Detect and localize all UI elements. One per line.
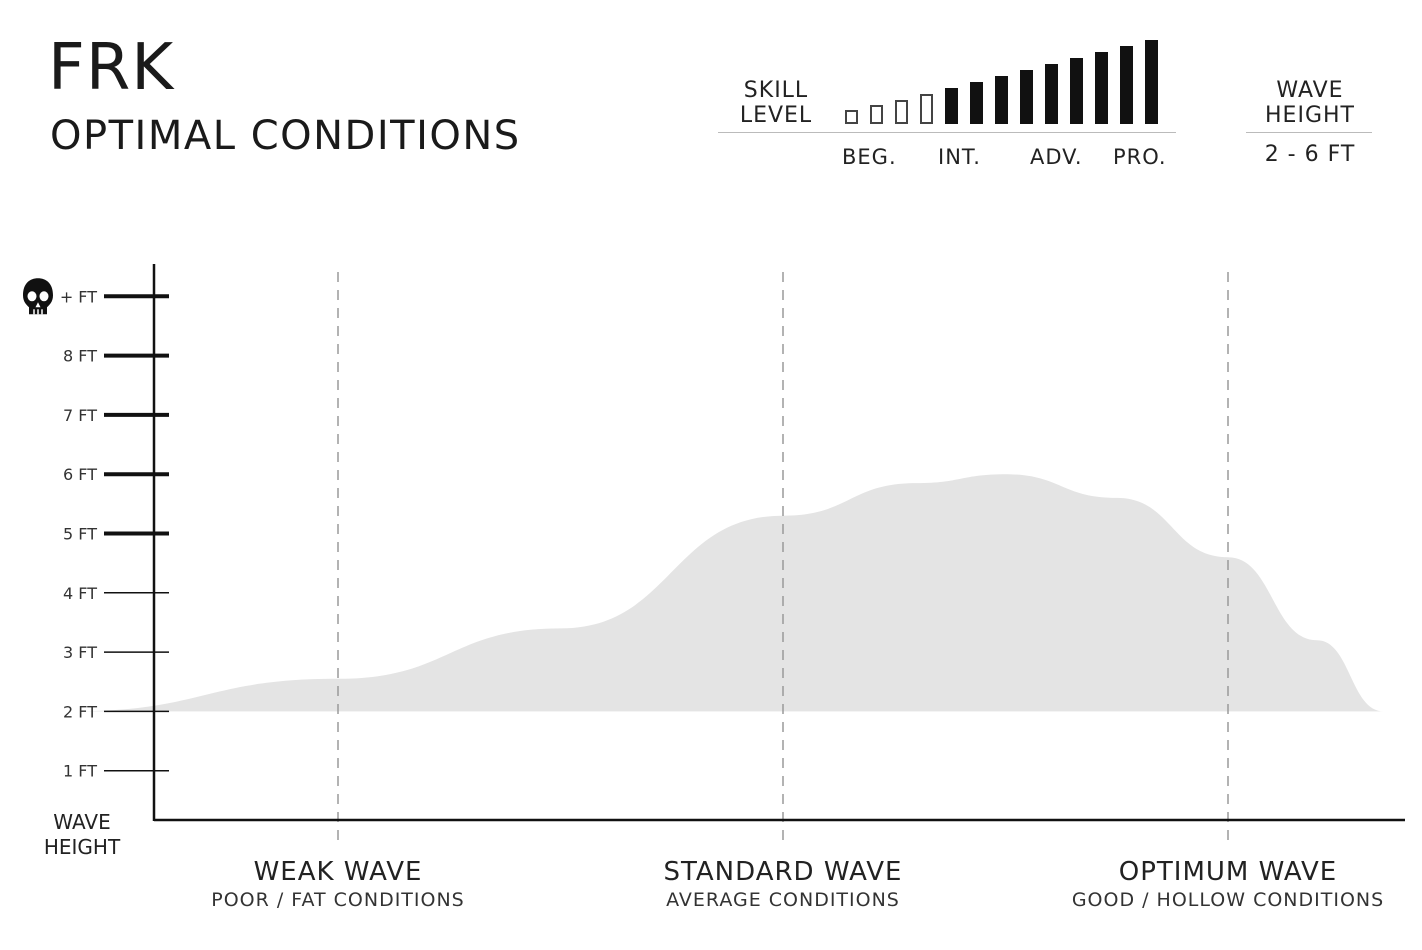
skill-level-beg: BEG. — [842, 145, 897, 169]
y-tick-label: + FT — [60, 287, 97, 306]
skull-icon — [23, 278, 53, 315]
skill-level-adv: ADV. — [1030, 145, 1083, 169]
skill-bar — [845, 110, 858, 124]
category-sublabel: GOOD / HOLLOW CONDITIONS — [1072, 889, 1384, 911]
skill-level-label: SKILL LEVEL — [730, 78, 822, 128]
y-tick-label: 4 FT — [63, 584, 97, 603]
skill-bar — [870, 105, 883, 124]
wave-height-label: WAVE HEIGHT — [1248, 78, 1372, 128]
wave-height-label-line2: HEIGHT — [1265, 103, 1355, 128]
wave-height-label-line1: WAVE — [1276, 78, 1344, 103]
category-sublabel: POOR / FAT CONDITIONS — [211, 889, 465, 911]
skill-bar — [945, 88, 958, 124]
y-tick-label: 6 FT — [63, 465, 97, 484]
category-label: WEAK WAVE — [254, 857, 423, 887]
wave-height-divider — [1246, 132, 1372, 133]
skill-bar — [995, 76, 1008, 124]
skill-bar — [1045, 64, 1058, 124]
skill-bar — [1070, 58, 1083, 124]
skill-bar — [1120, 46, 1133, 124]
y-tick-label: 1 FT — [63, 762, 97, 781]
page-subtitle: OPTIMAL CONDITIONS — [50, 113, 521, 159]
y-tick-label: 7 FT — [63, 406, 97, 425]
category-sublabel: AVERAGE CONDITIONS — [666, 889, 900, 911]
wave-height-value: 2 - 6 FT — [1264, 142, 1356, 167]
skill-level-bars — [845, 40, 1170, 124]
skill-bar — [1020, 70, 1033, 124]
y-axis-label-line1: WAVE — [53, 810, 110, 834]
optimal-range-area — [71, 474, 1384, 712]
skill-bar — [920, 94, 933, 124]
skill-bar — [1145, 40, 1158, 124]
page-title: FRK — [48, 31, 175, 105]
skill-bar — [895, 100, 908, 124]
skill-bar — [1095, 52, 1108, 124]
y-tick-label: 3 FT — [63, 643, 97, 662]
y-tick-label: 5 FT — [63, 525, 97, 544]
skill-divider — [718, 132, 1176, 133]
skill-level-int: INT. — [938, 145, 981, 169]
skill-bar — [970, 82, 983, 124]
y-axis-label-line2: HEIGHT — [44, 835, 121, 859]
y-tick-label: 8 FT — [63, 347, 97, 366]
skill-label-line1: SKILL — [743, 78, 809, 103]
category-label: OPTIMUM WAVE — [1119, 857, 1337, 887]
category-label: STANDARD WAVE — [664, 857, 903, 887]
y-tick-label: 2 FT — [63, 702, 97, 721]
skill-label-line2: LEVEL — [739, 103, 813, 128]
skill-level-pro: PRO. — [1113, 145, 1167, 169]
